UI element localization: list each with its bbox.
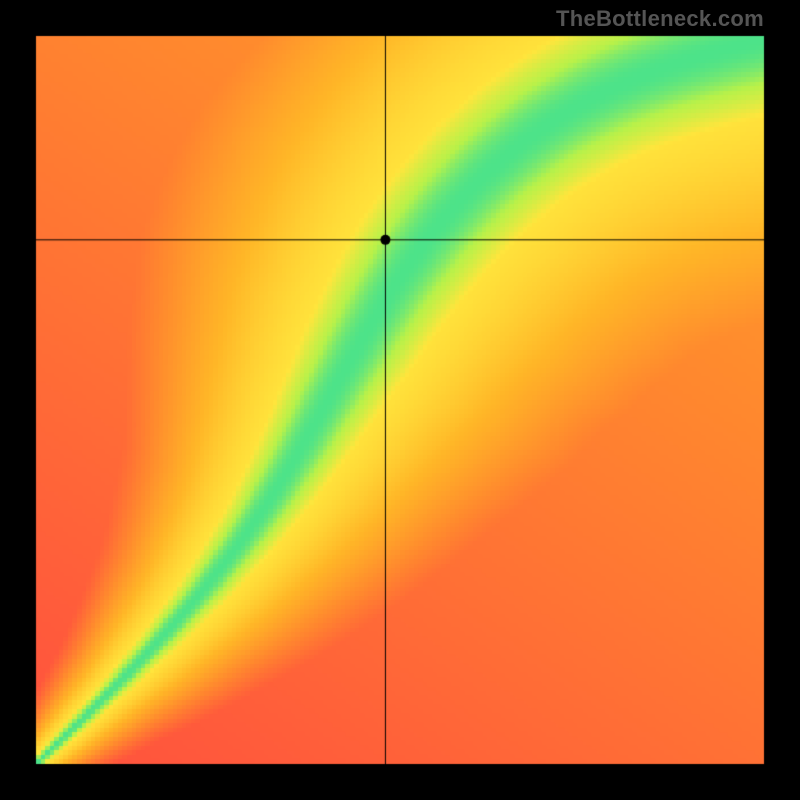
outer-frame: TheBottleneck.com [0,0,800,800]
bottleneck-heatmap [0,0,800,800]
watermark-text: TheBottleneck.com [556,6,764,32]
